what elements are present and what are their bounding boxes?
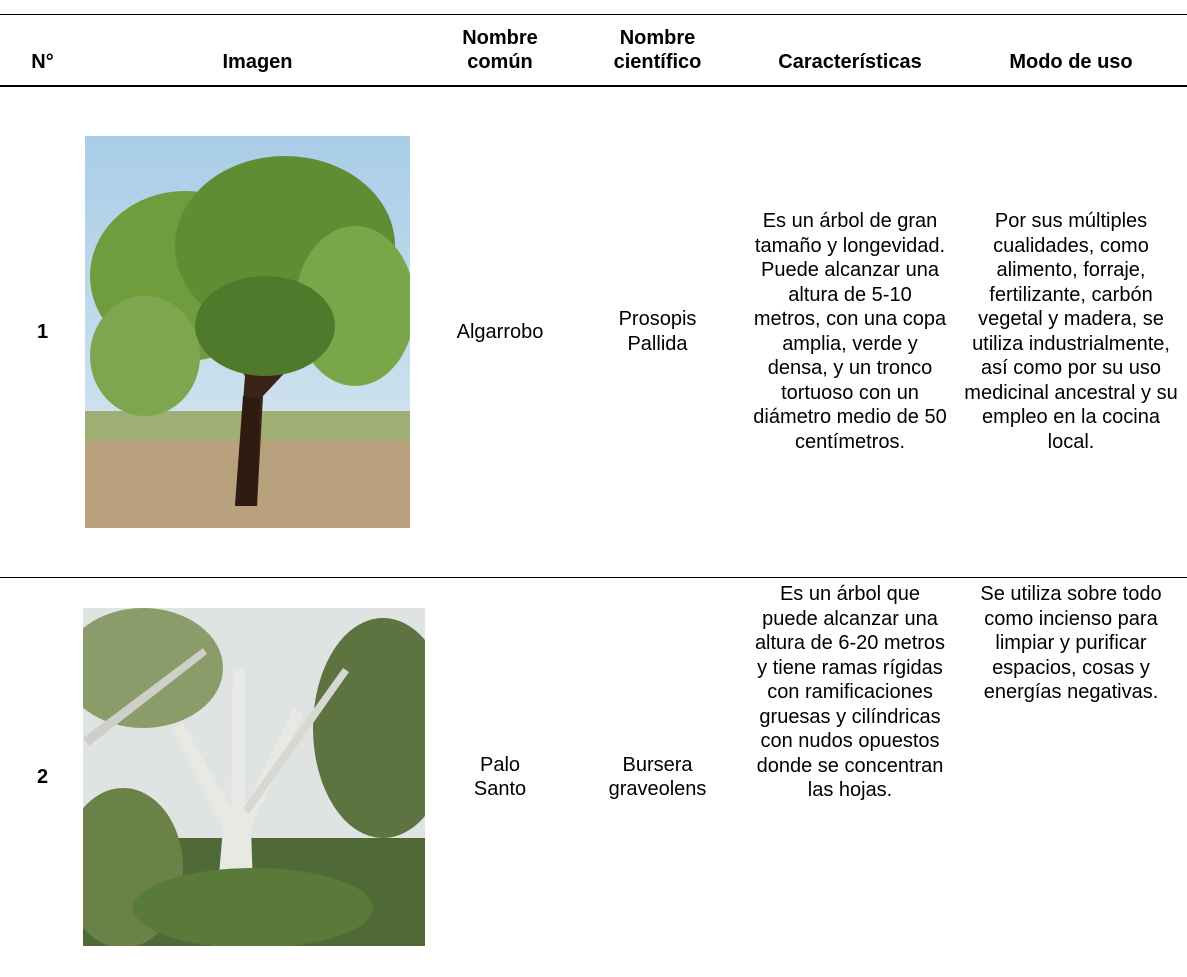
header-cell: Imagen bbox=[222, 51, 293, 73]
use: Por sus múltiples cualidades, como alime… bbox=[964, 210, 1178, 453]
header-cell: Nombre común bbox=[462, 26, 538, 74]
header-cell: Características bbox=[778, 51, 922, 73]
scientific-name: Prosopis Pallida bbox=[618, 308, 697, 355]
row-number: 1 bbox=[36, 320, 49, 343]
use: Se utiliza sobre todo como incienso para… bbox=[980, 583, 1162, 703]
characteristics: Es un árbol de gran tamaño y longevidad.… bbox=[753, 210, 947, 453]
scientific-name: Bursera graveolens bbox=[608, 753, 707, 801]
table-row: 2 Palo Santo Bursera graveolens Es un ár… bbox=[0, 578, 1187, 977]
header-cell: N° bbox=[31, 51, 54, 73]
row-number: 2 bbox=[36, 766, 49, 788]
header-row: N° Imagen Nombre común Nombre científico… bbox=[0, 14, 1187, 86]
common-name: Palo Santo bbox=[473, 753, 527, 801]
characteristics: Es un árbol que puede alcanzar una altur… bbox=[754, 583, 946, 801]
header-cell: Nombre científico bbox=[613, 26, 702, 74]
tree-image bbox=[85, 135, 410, 528]
header-cell: Modo de uso bbox=[1009, 51, 1133, 73]
common-name: Algarrobo bbox=[456, 320, 544, 343]
table-row: 1 Algarrobo Prosopis Pallida Es un árbol… bbox=[0, 86, 1187, 578]
tree-image bbox=[83, 608, 425, 947]
image-cell bbox=[85, 86, 430, 578]
plant-table: N° Imagen Nombre común Nombre científico… bbox=[0, 14, 1187, 977]
image-cell bbox=[83, 578, 430, 977]
